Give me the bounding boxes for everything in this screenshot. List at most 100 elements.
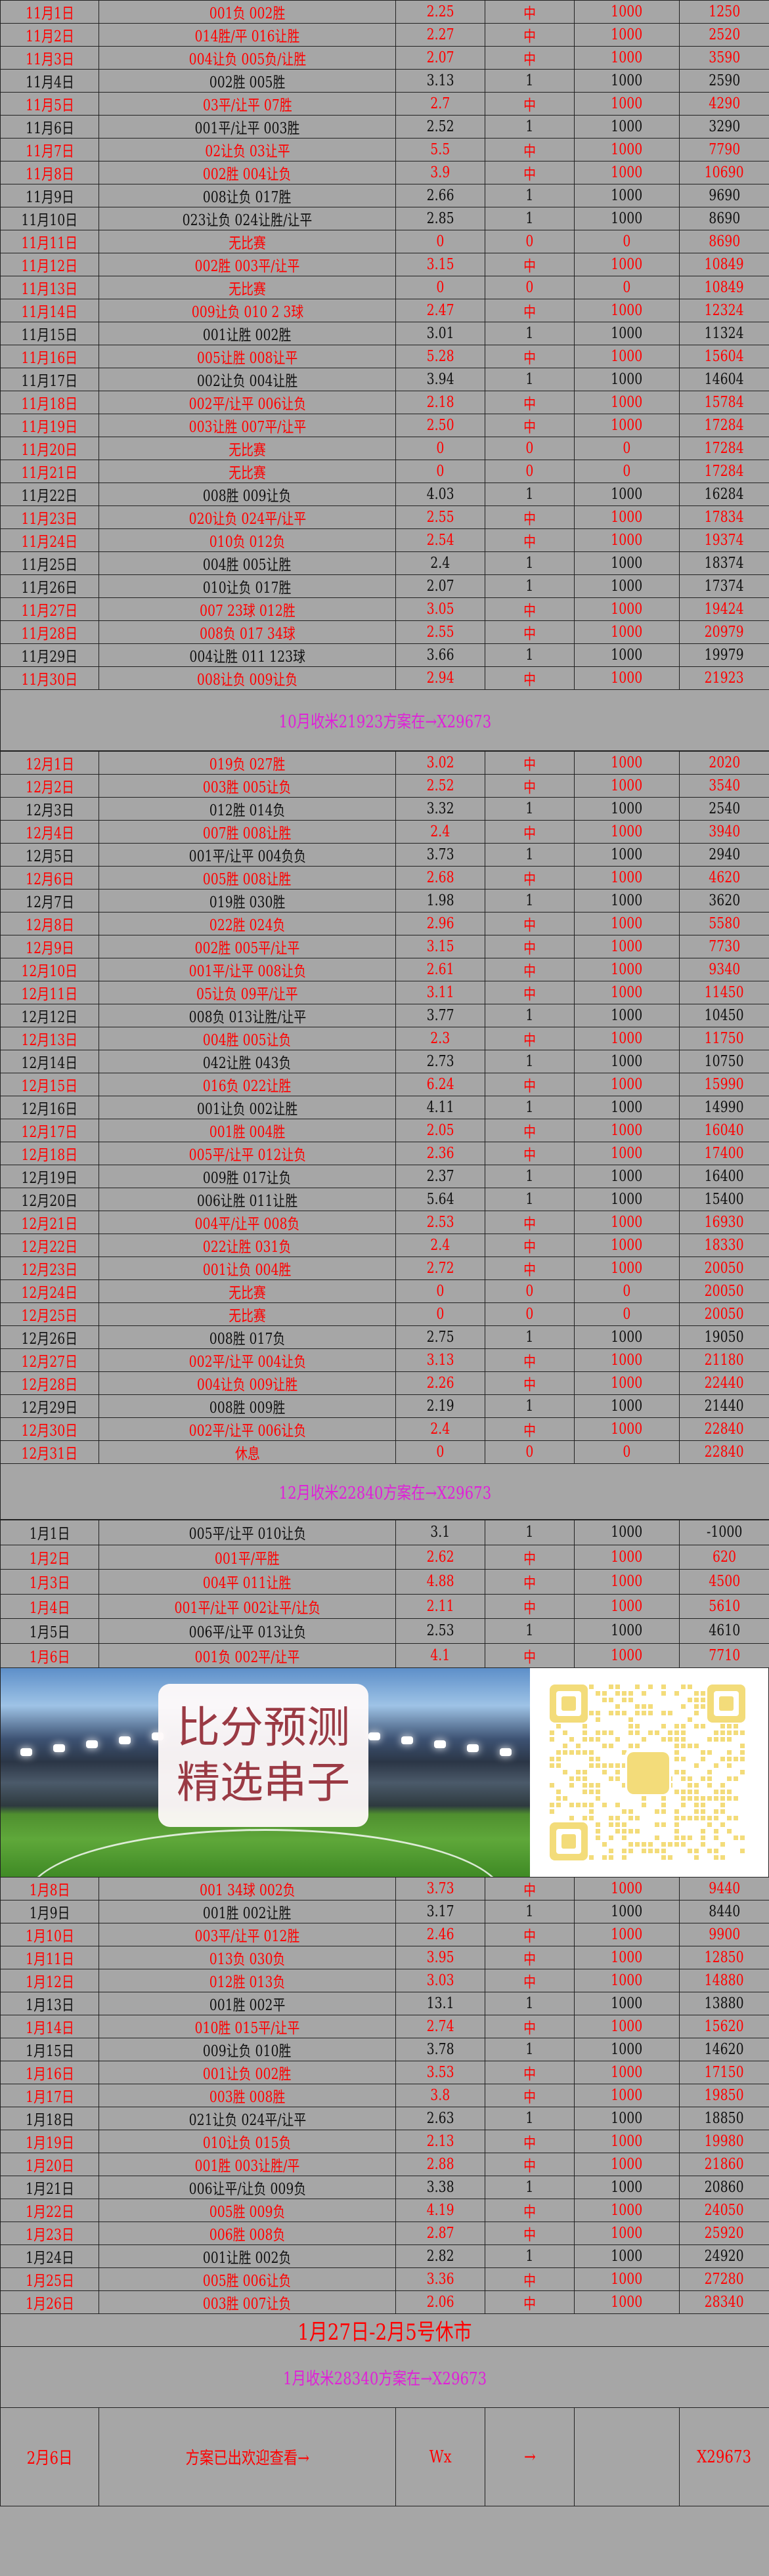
qr-module <box>628 1809 633 1814</box>
balance-text: 27280 <box>704 2271 744 2288</box>
odds-cell: 2.82 <box>395 2244 485 2268</box>
odds-text: 3.32 <box>426 800 454 817</box>
date-cell: 12月15日 <box>0 1073 99 1096</box>
balance-text: 3540 <box>708 777 740 794</box>
result-cell: 1 <box>485 1004 575 1027</box>
stake-cell: 1000 <box>574 574 680 598</box>
result-text: 中 <box>523 940 536 957</box>
date-text: 1月3日 <box>29 1575 70 1593</box>
qr-module <box>556 1790 561 1794</box>
balance-text: 19980 <box>704 2133 744 2150</box>
date-text: 11月1日 <box>25 5 74 22</box>
qr-module <box>661 1796 666 1801</box>
floodlight <box>53 1744 65 1752</box>
date-text: 11月17日 <box>21 373 78 390</box>
qr-module <box>608 1711 613 1715</box>
table-row: 1月6日 001负 002平/让平 4.1 中 1000 7710 <box>0 1642 769 1668</box>
picks-cell: 006让胜 011让胜 <box>99 1188 396 1211</box>
balance-cell: 9900 <box>679 1923 769 1946</box>
results-table-jan-b: 1月8日 001 34球 002负 3.73 中 1000 9440 1月9日 001胜 00… <box>0 1877 769 2506</box>
picks-text: 006让平/让负 009负 <box>188 2181 306 2198</box>
qr-module <box>726 1829 732 1834</box>
qr-module <box>621 1829 626 1834</box>
table-row: 11月4日 002胜 005胜 3.13 1 1000 2590 <box>0 69 769 93</box>
promo-text-box: 比分预测 精选串子 <box>158 1684 368 1827</box>
odds-cell: 4.03 <box>395 483 485 506</box>
qr-module <box>693 1763 699 1768</box>
stake-cell: 1000 <box>574 1593 680 1619</box>
date-text: 12月29日 <box>21 1400 78 1417</box>
qr-module <box>575 1770 581 1774</box>
floodlight <box>434 1740 446 1748</box>
table-row: 11月24日 010负 012负 2.54 中 1000 19374 <box>0 528 769 552</box>
table-row: 1月2日 001平/平胜 2.62 中 1000 620 <box>0 1544 769 1570</box>
qr-module <box>634 1711 640 1715</box>
balance-text: 12324 <box>704 302 744 319</box>
odds-cell: 3.05 <box>395 597 485 621</box>
stake-text: 1000 <box>611 302 643 319</box>
stake-text: 1000 <box>611 2064 643 2081</box>
picks-cell: 022胜 024负 <box>99 912 396 935</box>
stake-cell: 1000 <box>574 597 680 621</box>
odds-cell: 2.53 <box>395 1618 485 1644</box>
qr-module <box>615 1822 620 1827</box>
qr-module <box>569 1816 574 1820</box>
picks-cell: 006让平/让负 009负 <box>99 2176 396 2199</box>
odds-cell: 3.66 <box>395 643 485 667</box>
picks-text: 03平/让平 07胜 <box>202 97 292 114</box>
picks-text: 05让负 09平/让平 <box>196 986 298 1003</box>
date-text: 11月12日 <box>21 258 78 275</box>
stake-text: 1000 <box>611 1573 643 1591</box>
table-row: 11月21日 无比赛 0 0 0 17284 <box>0 460 769 483</box>
result-cell: 1 <box>485 115 575 139</box>
odds-cell: 2.54 <box>395 528 485 552</box>
balance-cell: 13880 <box>679 1992 769 2015</box>
date-text: 11月25日 <box>21 557 78 574</box>
stake-cell: 0 <box>574 230 680 253</box>
qr-module <box>575 1744 581 1748</box>
odds-text: 2.72 <box>426 1260 454 1277</box>
promo-banner[interactable]: 比分预测 精选串子 <box>0 1668 769 1877</box>
picks-text: 002平/让平 006让负 <box>188 396 306 413</box>
picks-text: 008胜 017负 <box>209 1331 286 1348</box>
table-row: 11月30日 008让负 009让负 2.94 中 1000 21923 <box>0 666 769 690</box>
balance-cell: 19979 <box>679 643 769 667</box>
picks-cell: 004让负 009让胜 <box>99 1371 396 1395</box>
balance-text: 22840 <box>704 1444 744 1461</box>
odds-cell: 13.1 <box>395 1992 485 2015</box>
qr-module <box>595 1790 600 1794</box>
stake-cell: 0 <box>574 1279 680 1303</box>
qr-module <box>707 1822 712 1827</box>
balance-cell: 19424 <box>679 597 769 621</box>
qr-module <box>693 1816 699 1820</box>
qr-module <box>621 1855 626 1860</box>
table-row: 12月10日 001平/让平 008让负 2.61 中 1000 9340 <box>0 958 769 981</box>
balance-cell: 620 <box>679 1544 769 1570</box>
result-cell: 中 <box>485 620 575 644</box>
qr-module <box>680 1816 686 1820</box>
summary-text: 1月收米28340方案在→X29673 <box>282 2369 487 2389</box>
table-row: 12月3日 012胜 014负 3.32 1 1000 2540 <box>0 797 769 821</box>
odds-cell: 2.55 <box>395 505 485 529</box>
odds-cell: 3.78 <box>395 2038 485 2061</box>
table-row: 11月12日 002胜 003平/让平 3.15 中 1000 10849 <box>0 253 769 276</box>
qr-module <box>648 1704 653 1709</box>
date-cell: 11月30日 <box>0 666 99 690</box>
balance-cell: 4610 <box>679 1618 769 1644</box>
table-row: 11月2日 014胜/平 016让胜 2.27 中 1000 2520 <box>0 23 769 47</box>
qr-module <box>621 1750 626 1755</box>
arrow-icon: → <box>523 2447 536 2467</box>
stake-cell: 1000 <box>574 1417 680 1441</box>
odds-text: 2.96 <box>426 915 454 932</box>
wechat-qr-code-icon[interactable] <box>529 1668 768 1877</box>
date-cell: 12月13日 <box>0 1027 99 1050</box>
qr-module <box>674 1770 679 1774</box>
odds-cell: 2.05 <box>395 1119 485 1142</box>
odds-text: 2.26 <box>426 1375 454 1392</box>
qr-module <box>602 1691 607 1696</box>
odds-cell: 2.18 <box>395 391 485 414</box>
stake-text: 1000 <box>611 892 643 909</box>
result-cell: 中 <box>485 253 575 276</box>
stake-text: 1000 <box>611 509 643 526</box>
result-cell: 1 <box>485 1992 575 2015</box>
